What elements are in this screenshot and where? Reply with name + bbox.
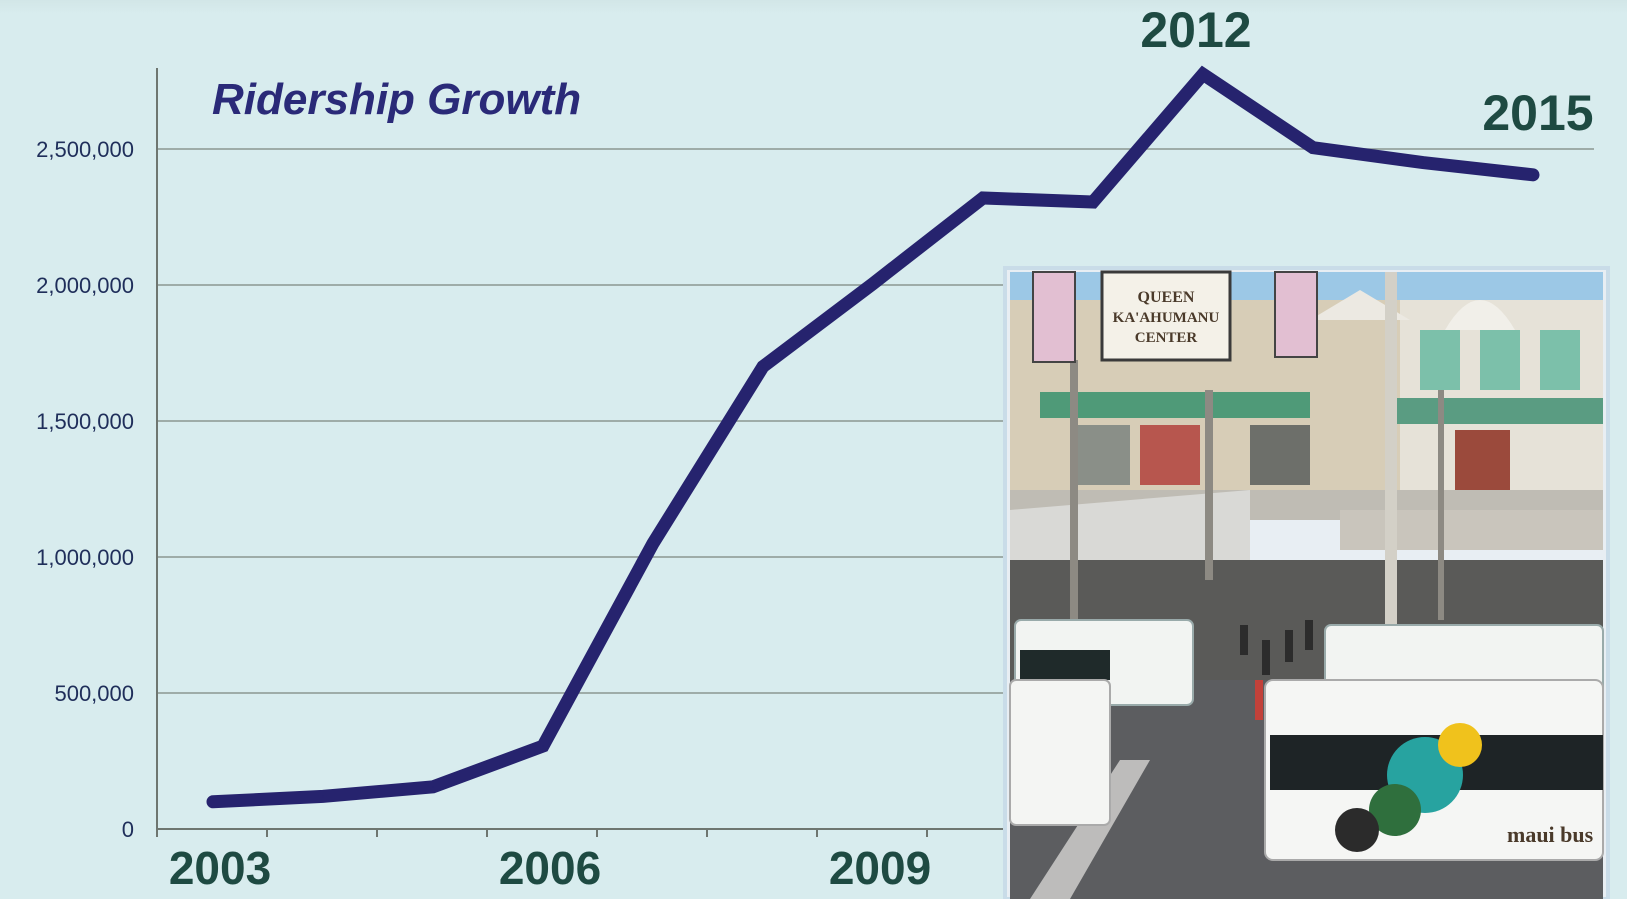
y-tick-label: 2,000,000 (36, 273, 134, 298)
data-point (762, 365, 764, 368)
transit-center-photo: QUEEN KA'AHUMANU CENTER maui bus (1003, 266, 1610, 899)
point-label: 2015 (1482, 85, 1593, 141)
y-tick-label: 500,000 (54, 681, 134, 706)
data-point (1092, 201, 1094, 204)
data-point (652, 542, 654, 545)
y-tick-label: 0 (122, 817, 134, 842)
y-tick-label: 2,500,000 (36, 137, 134, 162)
data-point (1422, 161, 1424, 164)
data-point (542, 745, 544, 748)
point-labels: 2012 2015 (1140, 2, 1593, 141)
x-tick-label: 2006 (499, 842, 601, 894)
y-tick-labels: 0 500,000 1,000,000 1,500,000 2,000,000 2,500… (36, 137, 134, 842)
data-point (872, 282, 874, 285)
chart-title: Ridership Growth (212, 75, 581, 124)
bus-label: maui bus (1507, 822, 1594, 847)
x-tick-labels: 2003 2006 2009 (169, 842, 931, 894)
series-line-layer (206, 65, 1540, 809)
sign-line-1: QUEEN (1138, 289, 1195, 306)
point-label: 2012 (1140, 2, 1251, 58)
data-point (1312, 146, 1314, 149)
y-tick-label: 1,000,000 (36, 545, 134, 570)
data-point (212, 800, 214, 803)
data-point (1202, 73, 1204, 76)
data-point (1532, 173, 1534, 176)
sign-line-3: CENTER (1135, 330, 1198, 346)
data-point (432, 785, 434, 788)
data-point (982, 196, 984, 199)
x-tick-label: 2009 (829, 842, 931, 894)
x-tick-label: 2003 (169, 842, 271, 894)
data-point (322, 795, 324, 798)
sign-line-2: KA'AHUMANU (1113, 310, 1220, 326)
y-tick-label: 1,500,000 (36, 409, 134, 434)
